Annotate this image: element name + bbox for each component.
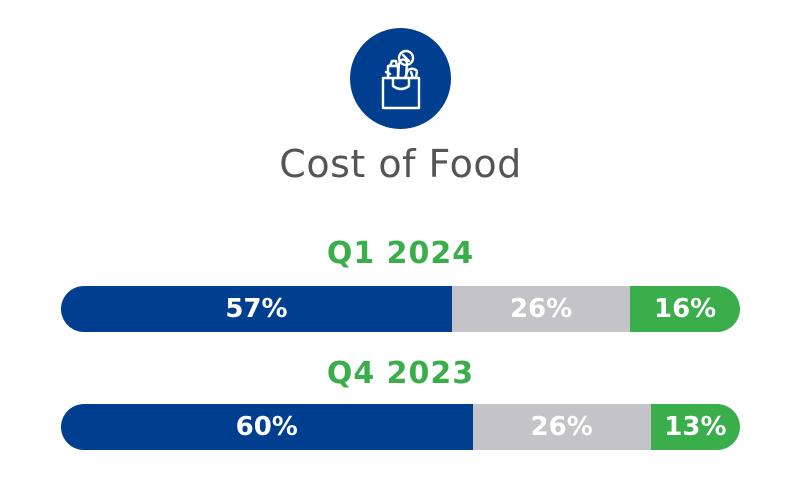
period-label-q4-2023: Q4 2023 (326, 356, 475, 391)
bar-segment-2-2: 26% (472, 404, 651, 450)
bar-segment-1-1: 57% (61, 286, 452, 332)
data-label: 13% (664, 412, 727, 442)
bar-segment-2-3: 13% (650, 404, 740, 450)
data-label: 57% (225, 294, 288, 324)
grocery-bag-icon (350, 28, 451, 129)
data-label: 60% (235, 412, 298, 442)
data-label: 26% (509, 294, 573, 324)
data-label: 16% (654, 294, 717, 324)
bar-segment-1-2: 26% (451, 286, 631, 332)
bar-segment-1-3: 16% (630, 286, 740, 332)
stacked-bar-q4-2023: 60% 26% 13% (61, 404, 740, 450)
bar-segment-2-1: 60% (61, 404, 473, 450)
data-label: 26% (530, 412, 593, 442)
period-label-q1-2024: Q1 2024 (326, 236, 475, 271)
stacked-bar-q1-2024: 57% 26% 16% (61, 286, 740, 332)
chart-title: Cost of Food (279, 142, 522, 186)
